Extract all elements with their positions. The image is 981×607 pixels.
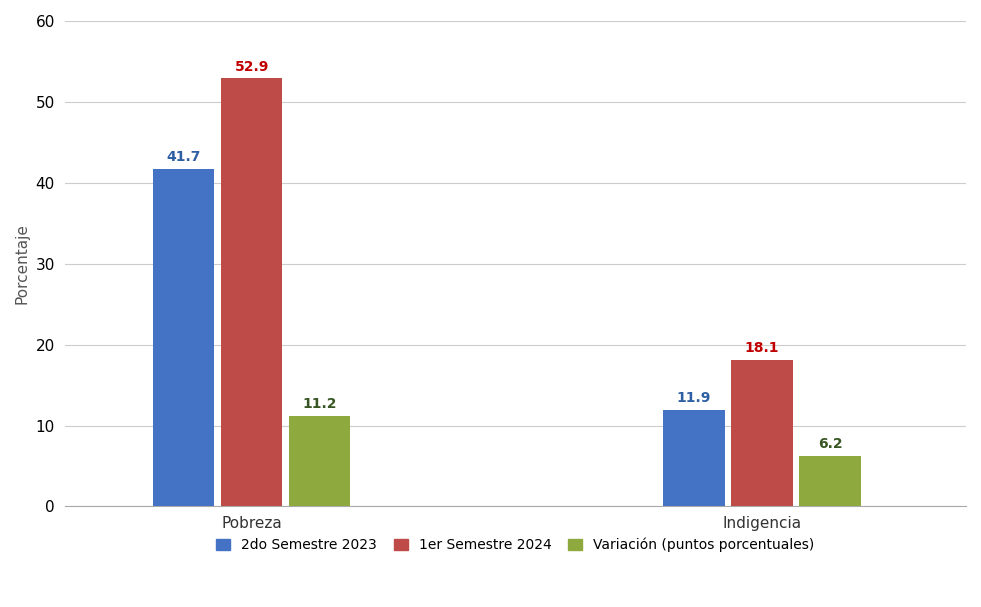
Bar <box>153 169 214 506</box>
Text: 6.2: 6.2 <box>817 438 843 452</box>
Text: 11.2: 11.2 <box>302 397 337 411</box>
Legend: 2do Semestre 2023, 1er Semestre 2024, Variación (puntos porcentuales): 2do Semestre 2023, 1er Semestre 2024, Va… <box>211 532 820 558</box>
Bar <box>289 416 350 506</box>
Y-axis label: Porcentaje: Porcentaje <box>15 223 30 304</box>
Bar <box>663 410 725 506</box>
Text: 18.1: 18.1 <box>745 341 779 355</box>
Bar <box>800 456 860 506</box>
Text: 11.9: 11.9 <box>677 392 711 405</box>
Text: 41.7: 41.7 <box>167 150 201 164</box>
Bar <box>221 78 283 506</box>
Bar <box>731 360 793 506</box>
Text: 52.9: 52.9 <box>234 59 269 73</box>
